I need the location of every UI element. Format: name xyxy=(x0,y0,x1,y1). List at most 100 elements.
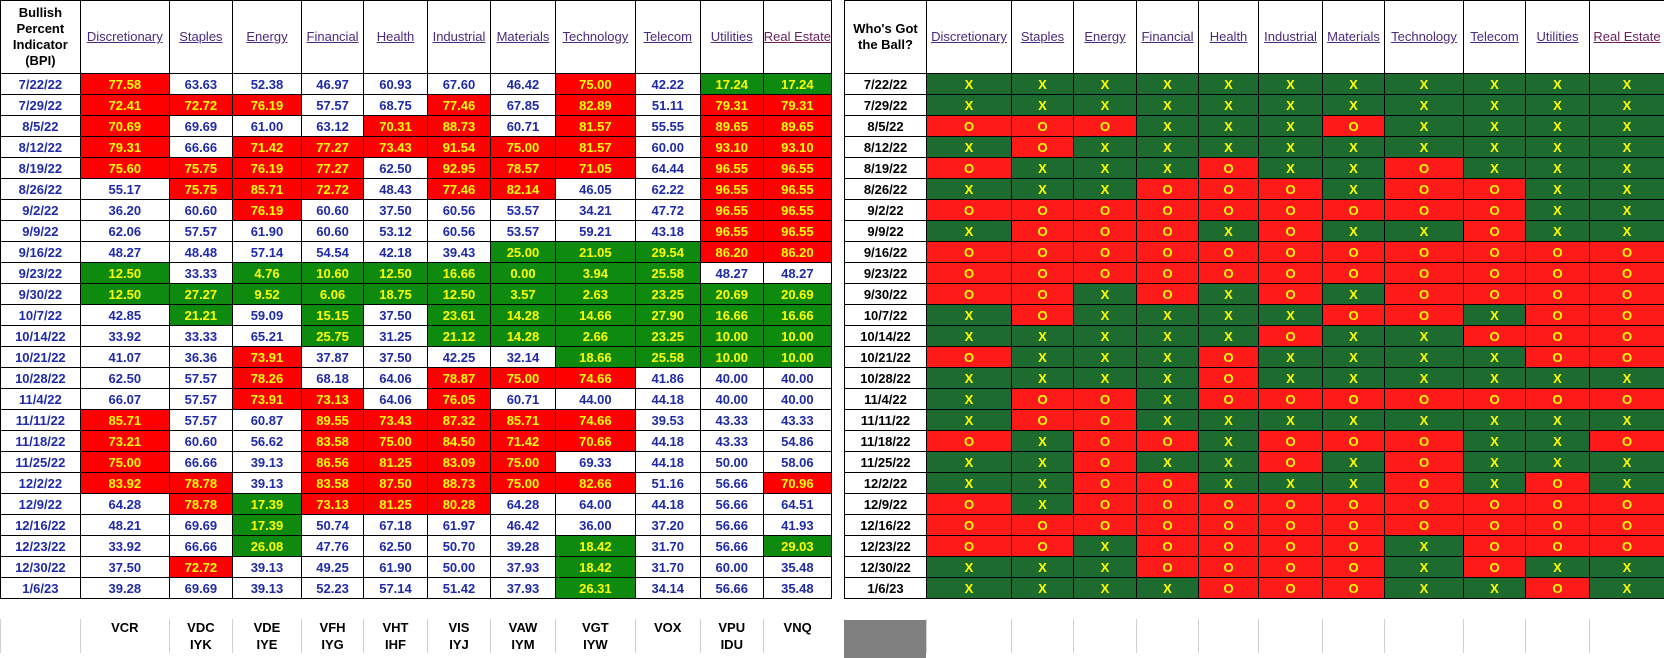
date-cell[interactable]: 8/12/22 xyxy=(844,136,927,158)
bpi-value-cell[interactable]: 82.89 xyxy=(555,94,636,116)
ball-mark-cell[interactable]: X xyxy=(1525,367,1590,389)
ticker-cell[interactable]: IYE xyxy=(231,636,302,653)
ball-mark-cell[interactable]: X xyxy=(1589,199,1664,221)
date-cell[interactable]: 10/28/22 xyxy=(0,367,81,389)
ball-mark-cell[interactable]: X xyxy=(1198,73,1259,95)
bpi-value-cell[interactable]: 31.25 xyxy=(363,325,428,347)
empty-cell[interactable] xyxy=(1073,636,1137,653)
bpi-value-cell[interactable]: 47.72 xyxy=(634,199,701,221)
bpi-value-cell[interactable]: 75.00 xyxy=(363,430,428,452)
ball-mark-cell[interactable]: X xyxy=(1011,577,1074,599)
date-cell[interactable]: 12/23/22 xyxy=(844,535,927,557)
bpi-value-cell[interactable]: 43.33 xyxy=(762,409,833,431)
bpi-value-cell[interactable]: 34.21 xyxy=(555,199,636,221)
ball-mark-cell[interactable]: O xyxy=(1011,535,1074,557)
ball-mark-cell[interactable]: X xyxy=(1589,451,1664,473)
ball-mark-cell[interactable]: O xyxy=(1525,283,1590,305)
bpi-value-cell[interactable]: 78.57 xyxy=(489,157,557,179)
bpi-value-cell[interactable]: 31.70 xyxy=(634,556,701,578)
bpi-value-cell[interactable]: 2.63 xyxy=(555,283,636,305)
empty-cell[interactable] xyxy=(1525,619,1590,636)
ball-mark-cell[interactable]: O xyxy=(926,199,1012,221)
bpi-value-cell[interactable]: 67.60 xyxy=(427,73,491,95)
ball-mark-cell[interactable]: X xyxy=(1463,346,1526,368)
ball-mark-cell[interactable]: O xyxy=(1073,115,1137,137)
sector-header-financial[interactable]: Financial xyxy=(1136,0,1199,74)
sector-header-telecom[interactable]: Telecom xyxy=(634,0,701,74)
bpi-value-cell[interactable]: 81.57 xyxy=(555,115,636,137)
ball-mark-cell[interactable]: X xyxy=(1136,94,1199,116)
ticker-cell[interactable] xyxy=(79,636,170,653)
bpi-value-cell[interactable]: 77.27 xyxy=(301,136,364,158)
date-cell[interactable]: 10/14/22 xyxy=(0,325,81,347)
sector-header-technology[interactable]: Technology xyxy=(555,0,636,74)
ball-mark-cell[interactable]: O xyxy=(1525,346,1590,368)
ball-mark-cell[interactable]: X xyxy=(1384,136,1464,158)
bpi-value-cell[interactable]: 29.54 xyxy=(634,241,701,263)
ball-mark-cell[interactable]: X xyxy=(1384,535,1464,557)
bpi-value-cell[interactable]: 37.93 xyxy=(489,577,557,599)
ball-mark-cell[interactable]: O xyxy=(1258,220,1323,242)
bpi-value-cell[interactable]: 73.43 xyxy=(363,136,428,158)
ball-mark-cell[interactable]: X xyxy=(1011,94,1074,116)
sector-header-health[interactable]: Health xyxy=(1198,0,1259,74)
bpi-value-cell[interactable]: 20.69 xyxy=(699,283,764,305)
ball-mark-cell[interactable]: X xyxy=(1073,367,1137,389)
ball-mark-cell[interactable]: O xyxy=(1136,199,1199,221)
ball-mark-cell[interactable]: X xyxy=(1258,346,1323,368)
bpi-value-cell[interactable]: 44.18 xyxy=(634,493,701,515)
bpi-value-cell[interactable]: 57.57 xyxy=(168,409,233,431)
bpi-value-cell[interactable]: 54.54 xyxy=(301,241,364,263)
empty-cell[interactable] xyxy=(1011,619,1074,636)
empty-cell[interactable] xyxy=(1589,598,1664,619)
ball-mark-cell[interactable]: O xyxy=(1136,283,1199,305)
bpi-value-cell[interactable]: 62.50 xyxy=(79,367,170,389)
empty-cell[interactable] xyxy=(1384,619,1464,636)
ticker-cell[interactable]: VGT xyxy=(555,619,636,636)
bpi-value-cell[interactable]: 61.90 xyxy=(231,220,303,242)
ball-mark-cell[interactable]: O xyxy=(1198,388,1259,410)
ball-mark-cell[interactable]: O xyxy=(1525,304,1590,326)
ball-mark-cell[interactable]: X xyxy=(1384,73,1464,95)
bpi-value-cell[interactable]: 77.46 xyxy=(427,94,491,116)
bpi-value-cell[interactable]: 36.20 xyxy=(79,199,170,221)
ball-mark-cell[interactable]: O xyxy=(1073,430,1137,452)
ball-mark-cell[interactable]: O xyxy=(1258,199,1323,221)
empty-cell[interactable] xyxy=(1198,636,1259,653)
ball-mark-cell[interactable]: X xyxy=(1073,346,1137,368)
date-cell[interactable]: 8/12/22 xyxy=(0,136,81,158)
bpi-value-cell[interactable]: 61.00 xyxy=(231,115,303,137)
ball-mark-cell[interactable]: X xyxy=(1463,304,1526,326)
bpi-value-cell[interactable]: 70.31 xyxy=(363,115,428,137)
bpi-value-cell[interactable]: 39.13 xyxy=(231,451,303,473)
ball-mark-cell[interactable]: O xyxy=(1073,262,1137,284)
ball-mark-cell[interactable]: X xyxy=(1322,367,1385,389)
bpi-value-cell[interactable]: 0.00 xyxy=(489,262,557,284)
bpi-value-cell[interactable]: 59.21 xyxy=(555,220,636,242)
ball-mark-cell[interactable]: O xyxy=(926,493,1012,515)
bpi-value-cell[interactable]: 82.66 xyxy=(555,472,636,494)
ball-mark-cell[interactable]: O xyxy=(1258,241,1323,263)
bpi-value-cell[interactable]: 39.13 xyxy=(231,577,303,599)
bpi-value-cell[interactable]: 57.57 xyxy=(168,367,233,389)
bpi-value-cell[interactable]: 48.21 xyxy=(79,514,170,536)
bpi-value-cell[interactable]: 17.24 xyxy=(699,73,764,95)
bpi-value-cell[interactable]: 60.56 xyxy=(427,199,491,221)
bpi-value-cell[interactable]: 82.14 xyxy=(489,178,557,200)
sector-link[interactable]: Industrial xyxy=(432,29,486,44)
ball-mark-cell[interactable]: O xyxy=(1198,157,1259,179)
ball-mark-cell[interactable]: X xyxy=(1589,577,1664,599)
ball-mark-cell[interactable]: X xyxy=(1463,73,1526,95)
bpi-value-cell[interactable]: 18.75 xyxy=(363,283,428,305)
ticker-cell[interactable]: VHT xyxy=(363,619,428,636)
ball-mark-cell[interactable]: X xyxy=(1073,556,1137,578)
ball-mark-cell[interactable]: X xyxy=(1463,430,1526,452)
ball-mark-cell[interactable]: O xyxy=(1463,178,1526,200)
bpi-value-cell[interactable]: 3.94 xyxy=(555,262,636,284)
ticker-cell[interactable]: IDU xyxy=(699,636,764,653)
bpi-value-cell[interactable]: 79.31 xyxy=(79,136,170,158)
ball-mark-cell[interactable]: X xyxy=(1589,115,1664,137)
bpi-value-cell[interactable]: 34.14 xyxy=(634,577,701,599)
bpi-value-cell[interactable]: 48.27 xyxy=(762,262,833,284)
bpi-value-cell[interactable]: 77.46 xyxy=(427,178,491,200)
